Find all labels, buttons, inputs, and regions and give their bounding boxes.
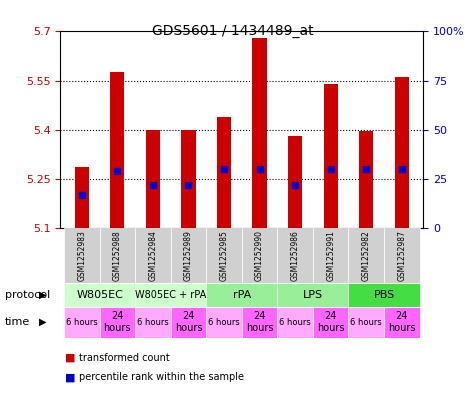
FancyBboxPatch shape <box>242 307 277 338</box>
Bar <box>252 38 267 228</box>
Text: 6 hours: 6 hours <box>351 318 382 327</box>
FancyBboxPatch shape <box>100 228 135 283</box>
Bar <box>110 72 125 228</box>
FancyBboxPatch shape <box>348 307 384 338</box>
FancyBboxPatch shape <box>384 307 419 338</box>
Text: 6 hours: 6 hours <box>137 318 169 327</box>
FancyBboxPatch shape <box>277 307 313 338</box>
FancyBboxPatch shape <box>64 228 100 283</box>
FancyBboxPatch shape <box>313 307 348 338</box>
Text: GSM1252985: GSM1252985 <box>219 230 228 281</box>
Text: GSM1252983: GSM1252983 <box>77 230 86 281</box>
Text: GSM1252989: GSM1252989 <box>184 230 193 281</box>
FancyBboxPatch shape <box>100 307 135 338</box>
FancyBboxPatch shape <box>135 228 171 283</box>
Text: GSM1252991: GSM1252991 <box>326 230 335 281</box>
Text: ■: ■ <box>65 372 76 382</box>
Text: GSM1252984: GSM1252984 <box>148 230 158 281</box>
Text: GSM1252982: GSM1252982 <box>362 230 371 281</box>
Text: 24
hours: 24 hours <box>175 312 202 333</box>
Bar <box>395 77 409 228</box>
Text: GSM1252987: GSM1252987 <box>397 230 406 281</box>
Text: percentile rank within the sample: percentile rank within the sample <box>79 372 244 382</box>
Text: time: time <box>5 317 30 327</box>
Text: GSM1252988: GSM1252988 <box>113 230 122 281</box>
FancyBboxPatch shape <box>135 307 171 338</box>
Text: rPA: rPA <box>232 290 251 300</box>
Text: ■: ■ <box>65 353 76 363</box>
Text: 24
hours: 24 hours <box>104 312 131 333</box>
Text: GDS5601 / 1434489_at: GDS5601 / 1434489_at <box>152 24 313 38</box>
Bar <box>75 167 89 228</box>
Text: 6 hours: 6 hours <box>208 318 240 327</box>
FancyBboxPatch shape <box>206 228 242 283</box>
FancyBboxPatch shape <box>171 307 206 338</box>
FancyBboxPatch shape <box>206 283 277 307</box>
Text: transformed count: transformed count <box>79 353 170 363</box>
Bar <box>359 131 373 228</box>
FancyBboxPatch shape <box>348 228 384 283</box>
FancyBboxPatch shape <box>64 307 100 338</box>
Text: 24
hours: 24 hours <box>246 312 273 333</box>
Text: GSM1252990: GSM1252990 <box>255 230 264 281</box>
Bar <box>217 117 231 228</box>
FancyBboxPatch shape <box>277 228 313 283</box>
Text: PBS: PBS <box>373 290 395 300</box>
FancyBboxPatch shape <box>64 283 135 307</box>
FancyBboxPatch shape <box>206 307 242 338</box>
FancyBboxPatch shape <box>348 283 419 307</box>
Text: W805EC + rPA: W805EC + rPA <box>135 290 206 300</box>
Text: GSM1252986: GSM1252986 <box>291 230 299 281</box>
FancyBboxPatch shape <box>242 228 277 283</box>
Text: 24
hours: 24 hours <box>317 312 345 333</box>
Text: 24
hours: 24 hours <box>388 312 416 333</box>
FancyBboxPatch shape <box>384 228 419 283</box>
FancyBboxPatch shape <box>277 283 348 307</box>
Bar <box>288 136 302 228</box>
Text: 6 hours: 6 hours <box>66 318 98 327</box>
Text: W805EC: W805EC <box>76 290 123 300</box>
FancyBboxPatch shape <box>313 228 348 283</box>
FancyBboxPatch shape <box>171 228 206 283</box>
Bar <box>324 84 338 228</box>
Text: 6 hours: 6 hours <box>279 318 311 327</box>
Text: protocol: protocol <box>5 290 50 300</box>
Bar <box>181 130 196 228</box>
Bar <box>146 130 160 228</box>
FancyBboxPatch shape <box>135 283 206 307</box>
Text: ▶: ▶ <box>39 290 46 300</box>
Text: LPS: LPS <box>303 290 323 300</box>
Text: ▶: ▶ <box>39 317 46 327</box>
